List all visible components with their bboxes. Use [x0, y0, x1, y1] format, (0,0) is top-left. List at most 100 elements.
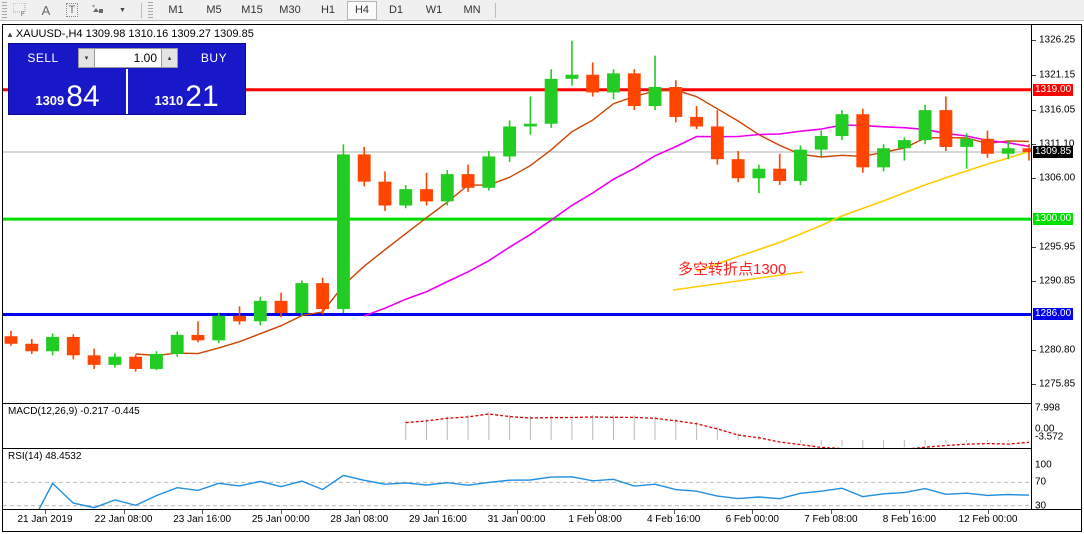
timeframe-d1[interactable]: D1: [388, 4, 404, 16]
rsi-title: RSI(14) 48.4532: [8, 451, 82, 462]
toolbar-divider: [141, 2, 142, 18]
time-tick: [988, 510, 989, 514]
price-tick: [1032, 349, 1036, 351]
macd-axis-label: 0.00: [1035, 423, 1055, 435]
time-tick: [123, 510, 125, 514]
time-tick: [752, 510, 754, 514]
chart-frame[interactable]: ▲ XAUUSD-,H4 1309.98 1310.16 1309.27 1309…: [2, 24, 1082, 532]
trade-panel-quotes: 1309 84 1310 21: [9, 69, 245, 114]
price-tick: [1032, 281, 1036, 283]
time-label: 6 Feb 00:00: [725, 514, 779, 525]
price-label: 1306.00: [1039, 172, 1076, 184]
rsi-axis-label: 70: [1035, 476, 1047, 488]
price-label: 1311.10: [1039, 138, 1075, 149]
price-label: 1290.85: [1039, 275, 1076, 287]
rsi-axis-label: 100: [1035, 459, 1052, 471]
time-tick: [830, 510, 832, 514]
pane-separator-macd: [3, 403, 1037, 404]
time-tick: [280, 510, 282, 514]
price-scale[interactable]: 1326.25 1321.15 1316.05 1311.10 1306.00 1295.…: [1031, 25, 1081, 531]
pane-separator-rsi: [3, 448, 1037, 449]
price-label: 1275.85: [1039, 378, 1076, 390]
timeframe-m5[interactable]: M5: [206, 4, 222, 16]
time-tick: [202, 510, 204, 514]
sell-price-big: 84: [66, 80, 100, 113]
buy-button[interactable]: BUY: [183, 47, 245, 68]
time-label: 28 Jan 08:00: [330, 514, 389, 525]
time-tick: [359, 510, 361, 514]
toolbar-divider-2: [495, 2, 496, 18]
price-label: 1326.25: [1039, 34, 1076, 46]
price-tick: [1032, 75, 1036, 77]
price-plot: [3, 40, 1037, 372]
text-box-icon[interactable]: T: [59, 1, 85, 20]
price-badge: 1309.85: [1033, 146, 1074, 159]
timeframe-h1[interactable]: H1: [320, 4, 336, 16]
time-scale[interactable]: 21 Jan 2019 22 Jan 08:00 23 Jan 16:00 25 Ja…: [3, 509, 1081, 531]
macd-axis-label: -3.572: [1035, 431, 1064, 443]
collapse-triangle-icon[interactable]: ▲: [6, 29, 14, 39]
svg-text:F: F: [21, 12, 25, 17]
chevron-down-icon[interactable]: ▼: [119, 6, 126, 14]
buy-price[interactable]: 1310 21: [126, 69, 245, 114]
symbol-ohlc-text: XAUUSD-,H4 1309.98 1310.16 1309.27 1309.…: [15, 28, 254, 40]
sell-button[interactable]: SELL: [12, 47, 74, 68]
toolbar: F A T ▼ M1 M5 M15 M30 H1 H4 D1 W1 MN: [0, 0, 1084, 21]
time-label: 4 Feb 16:00: [646, 514, 701, 525]
objects-icon[interactable]: [85, 1, 111, 20]
time-tick: [45, 510, 46, 514]
time-tick: [516, 510, 518, 514]
symbol-ohlc-bar: ▲ XAUUSD-,H4 1309.98 1310.16 1309.27 1309…: [6, 28, 254, 40]
timeframe-mn[interactable]: MN: [463, 4, 481, 16]
sell-price-small: 1309: [35, 93, 65, 108]
time-tick: [595, 510, 597, 514]
timeframe-w1[interactable]: W1: [425, 4, 443, 16]
toolbar-grip[interactable]: [2, 1, 7, 19]
rsi-plot: [3, 474, 1037, 524]
rsi-axis-label: 30: [1035, 500, 1047, 512]
time-label: 23 Jan 16:00: [173, 514, 232, 525]
time-label: 1 Feb 08:00: [568, 514, 622, 525]
volume-input[interactable]: 1.00: [95, 47, 161, 68]
rsi-pane[interactable]: [3, 449, 1037, 531]
crosshair-cursor-icon[interactable]: F: [7, 1, 33, 20]
macd-pane[interactable]: [3, 404, 1037, 448]
price-tick: [1032, 178, 1036, 180]
timeframe-grip[interactable]: [148, 1, 153, 19]
macd-title: MACD(12,26,9) -0.217 -0.445: [8, 406, 140, 417]
time-tick: [437, 510, 439, 514]
trade-panel-top: SELL ▾ 1.00 ▴ BUY: [9, 44, 245, 69]
time-label: 29 Jan 16:00: [408, 514, 467, 525]
price-badge: 1300.00: [1033, 213, 1074, 226]
macd-axis-label: 7.998: [1035, 402, 1061, 414]
volume-decrement-icon[interactable]: ▾: [78, 47, 95, 68]
one-click-trading-panel[interactable]: SELL ▾ 1.00 ▴ BUY 1309 84 1310 21: [8, 43, 246, 115]
price-tick: [1032, 383, 1036, 385]
price-tick: [1032, 246, 1036, 248]
buy-price-small: 1310: [154, 93, 184, 108]
time-label: 25 Jan 00:00: [251, 514, 310, 525]
price-badge: 1319.00: [1033, 83, 1074, 96]
price-badge: 1286.00: [1033, 308, 1074, 321]
timeframe-m1[interactable]: M1: [168, 4, 184, 16]
volume-increment-icon[interactable]: ▴: [161, 47, 178, 68]
timeframe-h4[interactable]: H4: [347, 0, 377, 20]
price-label: 1316.05: [1039, 104, 1076, 116]
timeframe-group: M1 M5 M15 M30 H1 H4 D1 W1 MN: [157, 0, 491, 20]
price-label: 1280.80: [1039, 344, 1076, 356]
price-tick: [1032, 40, 1036, 42]
price-pane[interactable]: [3, 25, 1037, 403]
sell-price[interactable]: 1309 84: [9, 69, 126, 114]
text-label-icon[interactable]: A: [41, 2, 51, 18]
volume-stepper[interactable]: ▾ 1.00 ▴: [78, 47, 178, 68]
buy-price-big: 21: [185, 80, 219, 113]
price-tick: [1032, 143, 1036, 145]
timeframe-m15[interactable]: M15: [241, 4, 263, 16]
time-label: 21 Jan 2019: [17, 514, 73, 525]
time-label: 8 Feb 16:00: [882, 514, 937, 525]
time-label: 22 Jan 08:00: [94, 514, 153, 525]
price-tick: [1032, 109, 1036, 111]
chart-annotation: 多空转折点1300: [678, 261, 787, 278]
timeframe-m30[interactable]: M30: [279, 4, 301, 16]
